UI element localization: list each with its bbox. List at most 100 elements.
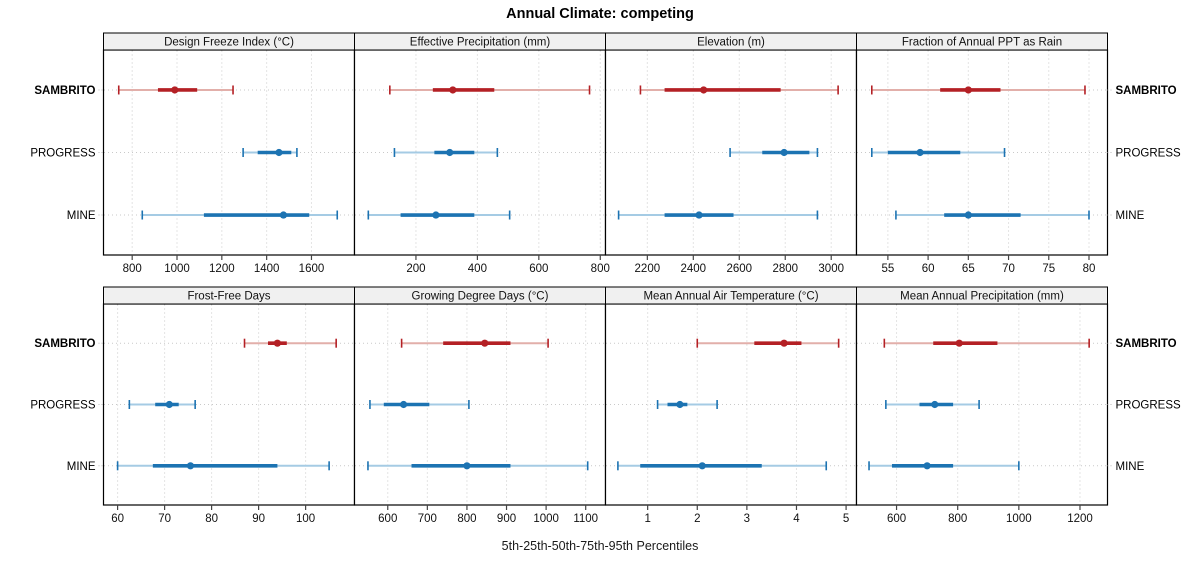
axis-tick-label: 2400: [681, 263, 707, 275]
panel-growing-degree-days-c: Growing Degree Days (°C) 600 700 800 900 1000…: [353, 286, 607, 525]
axis-tick-label: 2800: [772, 263, 798, 275]
axis-tick-label: 1100: [573, 513, 598, 525]
axis-tick-label: 800: [591, 263, 610, 275]
series-mine: [895, 210, 1090, 220]
series-sambrito: [883, 338, 1090, 348]
series-mine: [367, 210, 511, 220]
axis-tick-label: 800: [123, 263, 142, 275]
median-dot: [186, 462, 195, 470]
axis-tick-label: 80: [1083, 263, 1096, 275]
axis-tick-label: 2: [694, 513, 700, 525]
axis-tick-label: 800: [948, 513, 967, 525]
axis-tick-label: 700: [418, 513, 437, 525]
row-label-left-progress-r2: PROGRESS: [30, 400, 96, 412]
series-mine: [617, 210, 819, 220]
panel-strip-title: Mean Annual Air Temperature (°C): [643, 291, 818, 303]
panel-strip-title: Frost-Free Days: [187, 291, 270, 303]
axis-tick-label: 75: [1042, 263, 1055, 275]
axis-tick-label: 1400: [254, 263, 280, 275]
row-label-left-progress-r1: PROGRESS: [30, 148, 96, 160]
panel-mean-annual-precipitation-mm: Mean Annual Precipitation (mm) 600 800 1000…: [855, 286, 1109, 525]
chart-title: Annual Climate: competing: [506, 6, 694, 22]
median-dot: [165, 400, 173, 409]
median-dot: [695, 211, 703, 219]
row-label-right-sambrito-r2: SAMBRITO: [1116, 338, 1177, 350]
panel-strip-title: Fraction of Annual PPT as Rain: [902, 37, 1062, 49]
series-mine: [367, 461, 589, 471]
row-label-left-mine-r1: MINE: [67, 210, 96, 222]
axis-tick-label: 3: [744, 513, 750, 525]
axis-tick-label: 90: [252, 513, 265, 525]
series-progress: [656, 400, 718, 409]
axis-tick-label: 65: [962, 263, 975, 275]
median-dot: [916, 148, 924, 157]
row-label-right-mine-r2: MINE: [1116, 461, 1145, 473]
series-progress: [393, 148, 499, 157]
median-dot: [676, 400, 684, 409]
panel-strip-title: Mean Annual Precipitation (mm): [900, 291, 1064, 303]
panel-fraction-of-annual-ppt-as-rain: Fraction of Annual PPT as Rain 55 60 65 70 75…: [855, 32, 1109, 275]
series-progress: [729, 148, 819, 157]
axis-tick-label: 55: [881, 263, 894, 275]
axis-tick-label: 400: [468, 263, 487, 275]
series-progress: [242, 148, 298, 157]
panel-strip-title: Design Freeze Index (°C): [164, 37, 294, 49]
panel-strip-title: Growing Degree Days (°C): [412, 291, 549, 303]
series-sambrito: [870, 85, 1086, 95]
median-dot: [698, 462, 706, 470]
median-dot: [931, 400, 939, 409]
axis-tick-label: 5: [843, 513, 849, 525]
panel-strip-title: Elevation (m): [697, 37, 765, 49]
axis-tick-label: 1200: [209, 263, 235, 275]
axis-tick-label: 1000: [164, 263, 190, 275]
axis-tick-label: 3000: [818, 263, 844, 275]
axis-tick-label: 600: [887, 513, 906, 525]
median-dot: [273, 339, 282, 347]
series-mine: [116, 461, 330, 471]
median-dot: [964, 211, 972, 219]
axis-tick-label: 2600: [726, 263, 752, 275]
panel-elevation-m: Elevation (m) 2200 2400 2600 2800 3000: [604, 32, 858, 275]
axis-tick-label: 70: [158, 513, 171, 525]
panel-frost-free-days: Frost-Free Days 60 70 80 90 100: [102, 286, 356, 525]
series-progress: [885, 400, 980, 409]
median-dot: [432, 211, 440, 219]
median-dot: [463, 462, 471, 470]
median-dot: [449, 86, 457, 94]
panel-strip: [856, 32, 1108, 51]
axis-tick-label: 4: [793, 513, 800, 525]
axis-tick-label: 80: [205, 513, 218, 525]
series-sambrito: [243, 338, 337, 348]
median-dot: [399, 400, 408, 409]
series-progress: [369, 400, 470, 409]
series-sambrito: [117, 85, 234, 95]
chart-caption: 5th-25th-50th-75th-95th Percentiles: [502, 539, 699, 553]
median-dot: [955, 339, 963, 347]
panel-grid: Design Freeze Index (°C)800 1000 1200 1400 1…: [30, 32, 1182, 525]
series-sambrito: [389, 85, 591, 95]
axis-tick-label: 1600: [299, 263, 325, 275]
median-dot: [171, 86, 179, 94]
panel-design-freeze-index-c: Design Freeze Index (°C) 800 1000 1200 1400 1…: [102, 32, 356, 275]
median-dot: [275, 148, 283, 157]
median-dot: [923, 462, 931, 470]
series-mine: [868, 461, 1020, 471]
axis-tick-label: 1000: [1006, 513, 1032, 525]
panel-strip-title: Effective Precipitation (mm): [410, 37, 551, 49]
panel-mean-annual-air-temperature-c: Mean Annual Air Temperature (°C) 1 2 3 4 5: [604, 286, 858, 525]
median-dot: [481, 339, 489, 347]
panel-strip: [856, 286, 1108, 305]
axis-tick-label: 1: [644, 513, 650, 525]
series-progress: [870, 148, 1006, 157]
row-label-left-sambrito-r1: SAMBRITO: [34, 85, 95, 97]
axis-tick-label: 900: [497, 513, 516, 525]
row-label-right-progress-r1: PROGRESS: [1116, 148, 1182, 160]
axis-tick-label: 1200: [1067, 513, 1093, 525]
series-progress: [128, 400, 196, 409]
axis-tick-label: 60: [111, 513, 124, 525]
axis-tick-label: 2200: [635, 263, 661, 275]
series-mine: [617, 461, 828, 471]
median-dot: [964, 86, 972, 94]
